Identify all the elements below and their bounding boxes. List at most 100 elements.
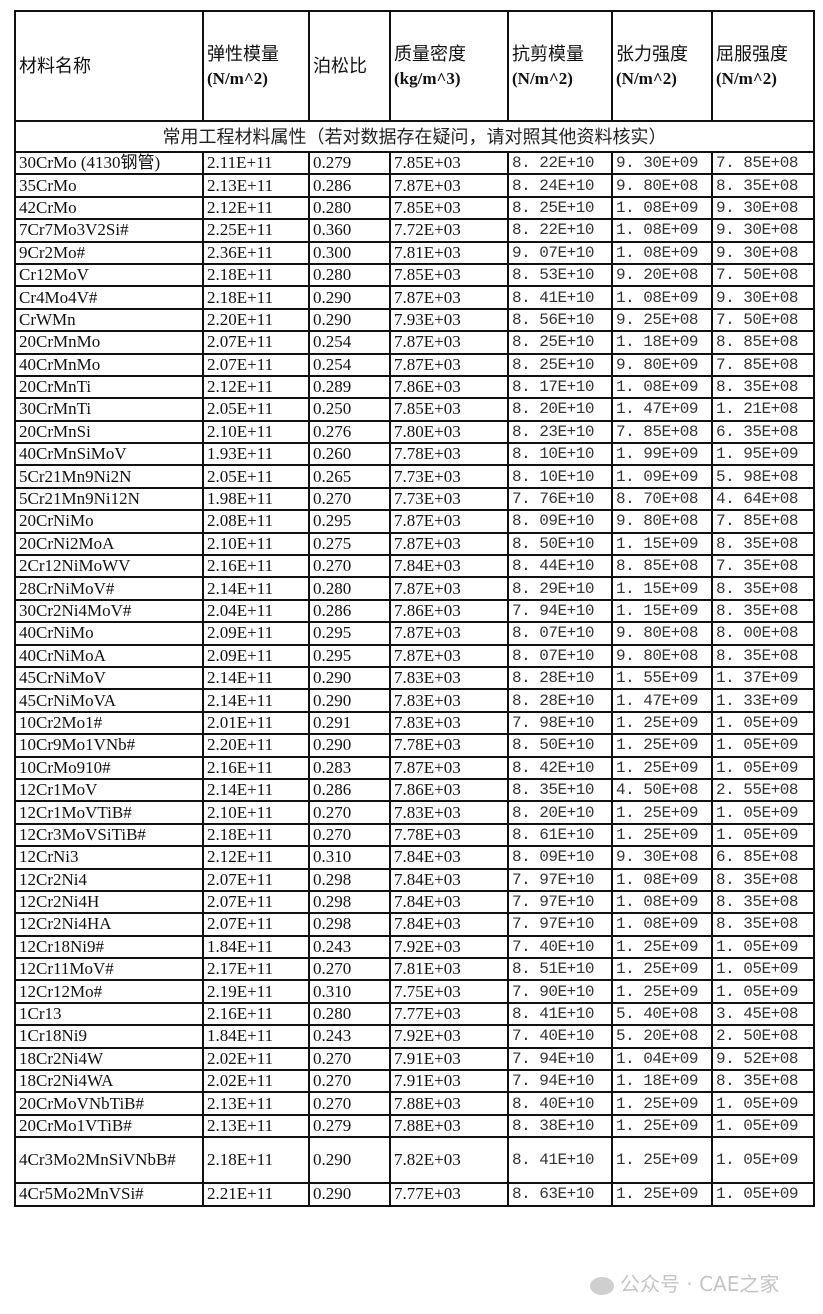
cell-material-name: 10Cr2Mo1# bbox=[14, 710, 204, 736]
cell-material-name: 12CrNi3 bbox=[14, 845, 204, 870]
cell-yield-strength: 2. 55E+08 bbox=[711, 777, 815, 803]
cell-poisson-ratio: 0.295 bbox=[308, 643, 391, 669]
cell-elastic-modulus: 2.02E+11 bbox=[202, 1046, 310, 1072]
cell-poisson-ratio: 0.286 bbox=[308, 598, 391, 624]
header-poisson-ratio: 泊松比 bbox=[308, 10, 391, 122]
cell-density: 7.85E+03 bbox=[389, 195, 509, 221]
cell-material-name: 18Cr2Ni4W bbox=[14, 1046, 204, 1072]
cell-shear-modulus: 8. 38E+10 bbox=[507, 1113, 613, 1139]
header-label: 抗剪模量 bbox=[512, 43, 584, 64]
cell-shear-modulus: 8. 25E+10 bbox=[507, 195, 613, 221]
cell-elastic-modulus: 2.18E+11 bbox=[202, 262, 310, 288]
table-row: 40CrMnSiMoV 1.93E+11 0.260 7.78E+03 8. 10E+1… bbox=[14, 442, 815, 467]
cell-poisson-ratio: 0.280 bbox=[308, 262, 391, 288]
header-label: 质量密度 bbox=[394, 43, 466, 64]
cell-elastic-modulus: 2.05E+11 bbox=[202, 464, 310, 489]
cell-elastic-modulus: 2.09E+11 bbox=[202, 643, 310, 669]
cell-tensile-strength: 1. 08E+09 bbox=[611, 912, 713, 937]
cell-density: 7.84E+03 bbox=[389, 912, 509, 937]
cell-elastic-modulus: 2.09E+11 bbox=[202, 621, 310, 646]
cell-tensile-strength: 1. 25E+09 bbox=[611, 710, 713, 736]
cell-tensile-strength: 1. 25E+09 bbox=[611, 733, 713, 758]
cell-yield-strength: 9. 30E+08 bbox=[711, 240, 815, 265]
cell-shear-modulus: 8. 41E+10 bbox=[507, 1001, 613, 1027]
header-unit: (N/m^2) bbox=[512, 68, 573, 88]
cell-shear-modulus: 8. 10E+10 bbox=[507, 442, 613, 467]
cell-shear-modulus: 7. 94E+10 bbox=[507, 1046, 613, 1072]
cell-poisson-ratio: 0.295 bbox=[308, 621, 391, 646]
cell-density: 7.92E+03 bbox=[389, 934, 509, 960]
cell-yield-strength: 1. 05E+09 bbox=[711, 934, 815, 960]
cell-poisson-ratio: 0.298 bbox=[308, 912, 391, 937]
cell-material-name: CrWMn bbox=[14, 307, 204, 333]
cell-density: 7.91E+03 bbox=[389, 1068, 509, 1094]
cell-density: 7.87E+03 bbox=[389, 509, 509, 534]
cell-tensile-strength: 1. 47E+09 bbox=[611, 397, 713, 422]
cell-poisson-ratio: 0.280 bbox=[308, 1001, 391, 1027]
cell-yield-strength: 8. 35E+08 bbox=[711, 867, 815, 892]
cell-density: 7.87E+03 bbox=[389, 621, 509, 646]
cell-elastic-modulus: 1.84E+11 bbox=[202, 934, 310, 960]
cell-material-name: 5Cr21Mn9Ni12N bbox=[14, 486, 204, 512]
cell-material-name: 10CrMo910# bbox=[14, 755, 204, 780]
cell-tensile-strength: 1. 04E+09 bbox=[611, 1046, 713, 1072]
cell-material-name: 12Cr2Ni4 bbox=[14, 867, 204, 892]
cell-yield-strength: 1. 05E+09 bbox=[711, 1091, 815, 1116]
table-row: 12Cr12Mo# 2.19E+11 0.310 7.75E+03 7. 90E+10 1… bbox=[14, 979, 815, 1004]
table-row: 12Cr1MoV 2.14E+11 0.286 7.86E+03 8. 35E+10 4.… bbox=[14, 777, 815, 803]
cell-yield-strength: 1. 05E+09 bbox=[711, 1136, 815, 1185]
note-row: 常用工程材料属性（若对数据存在疑问，请对照其他资料核实） bbox=[14, 120, 815, 153]
cell-yield-strength: 9. 30E+08 bbox=[711, 285, 815, 310]
cell-tensile-strength: 1. 08E+09 bbox=[611, 195, 713, 221]
cell-tensile-strength: 1. 25E+09 bbox=[611, 1113, 713, 1139]
cell-elastic-modulus: 2.18E+11 bbox=[202, 285, 310, 310]
cell-elastic-modulus: 2.18E+11 bbox=[202, 822, 310, 848]
header-label: 张力强度 bbox=[616, 43, 688, 64]
cell-density: 7.83E+03 bbox=[389, 710, 509, 736]
cell-density: 7.80E+03 bbox=[389, 419, 509, 445]
cell-poisson-ratio: 0.254 bbox=[308, 330, 391, 355]
cell-shear-modulus: 8. 50E+10 bbox=[507, 733, 613, 758]
cell-yield-strength: 8. 35E+08 bbox=[711, 531, 815, 557]
cell-yield-strength: 6. 85E+08 bbox=[711, 845, 815, 870]
cell-density: 7.87E+03 bbox=[389, 576, 509, 601]
cell-material-name: 12Cr2Ni4H bbox=[14, 889, 204, 915]
cell-elastic-modulus: 2.20E+11 bbox=[202, 733, 310, 758]
cell-material-name: 20CrMnSi bbox=[14, 419, 204, 445]
cell-elastic-modulus: 2.05E+11 bbox=[202, 397, 310, 422]
cell-poisson-ratio: 0.290 bbox=[308, 1136, 391, 1185]
cell-shear-modulus: 8. 10E+10 bbox=[507, 464, 613, 489]
cell-yield-strength: 1. 05E+09 bbox=[711, 710, 815, 736]
cell-shear-modulus: 8. 07E+10 bbox=[507, 621, 613, 646]
cell-material-name: 20CrNiMo bbox=[14, 509, 204, 534]
table-row: 12Cr2Ni4H 2.07E+11 0.298 7.84E+03 7. 97E+10 1… bbox=[14, 889, 815, 915]
cell-shear-modulus: 8. 41E+10 bbox=[507, 285, 613, 310]
table-row: 1Cr13 2.16E+11 0.280 7.77E+03 8. 41E+10 5. 40… bbox=[14, 1001, 815, 1027]
table-row: 12Cr11MoV# 2.17E+11 0.270 7.81E+03 8. 51E+10… bbox=[14, 957, 815, 982]
header-unit: (N/m^2) bbox=[616, 68, 677, 88]
cell-poisson-ratio: 0.270 bbox=[308, 1046, 391, 1072]
table-row: 10Cr9Mo1VNb# 2.20E+11 0.290 7.78E+03 8. 50E+… bbox=[14, 733, 815, 758]
cell-material-name: 28CrNiMoV# bbox=[14, 576, 204, 601]
cell-material-name: 20CrMnMo bbox=[14, 330, 204, 355]
cell-shear-modulus: 8. 09E+10 bbox=[507, 509, 613, 534]
header-row: 材料名称 弹性模量 (N/m^2) 泊松比 质量密度 (kg/m^3) 抗剪模量 (N… bbox=[14, 10, 815, 122]
cell-poisson-ratio: 0.265 bbox=[308, 464, 391, 489]
wechat-icon bbox=[590, 1276, 614, 1295]
table-row: 10Cr2Mo1# 2.01E+11 0.291 7.83E+03 7. 98E+10 1… bbox=[14, 710, 815, 736]
cell-shear-modulus: 8. 41E+10 bbox=[507, 1136, 613, 1185]
cell-yield-strength: 1. 05E+09 bbox=[711, 800, 815, 825]
header-unit: (N/m^2) bbox=[207, 68, 268, 88]
cell-poisson-ratio: 0.280 bbox=[308, 576, 391, 601]
cell-density: 7.83E+03 bbox=[389, 688, 509, 713]
cell-yield-strength: 1. 05E+09 bbox=[711, 957, 815, 982]
cell-shear-modulus: 7. 98E+10 bbox=[507, 710, 613, 736]
cell-poisson-ratio: 0.250 bbox=[308, 397, 391, 422]
cell-poisson-ratio: 0.310 bbox=[308, 845, 391, 870]
cell-elastic-modulus: 2.14E+11 bbox=[202, 688, 310, 713]
table-row: 1Cr18Ni9 1.84E+11 0.243 7.92E+03 7. 40E+10 5.… bbox=[14, 1024, 815, 1049]
cell-tensile-strength: 9. 80E+09 bbox=[611, 352, 713, 377]
cell-material-name: 1Cr18Ni9 bbox=[14, 1024, 204, 1049]
cell-elastic-modulus: 2.07E+11 bbox=[202, 867, 310, 892]
cell-material-name: 30Cr2Ni4MoV# bbox=[14, 598, 204, 624]
